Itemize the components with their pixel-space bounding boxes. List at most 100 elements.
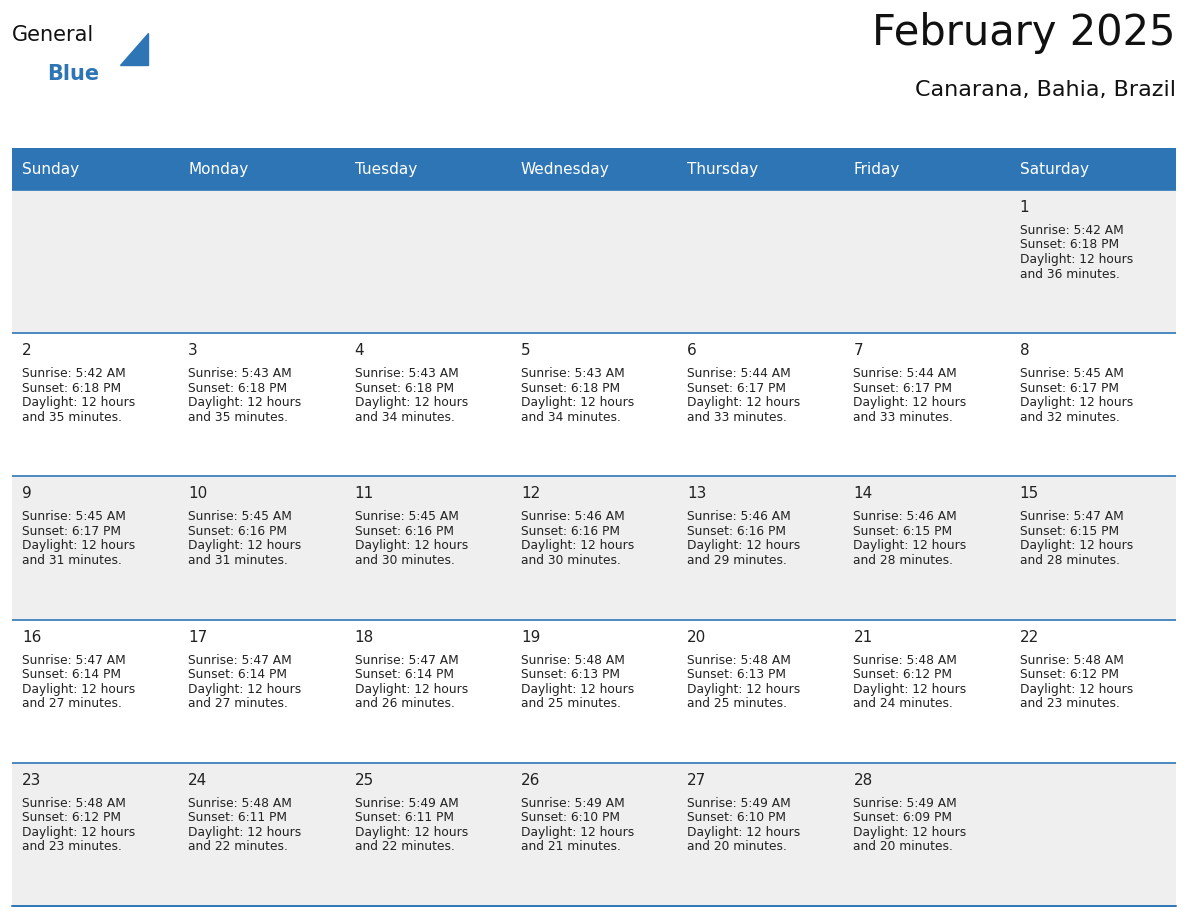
Text: 3: 3 xyxy=(188,343,198,358)
Text: 8: 8 xyxy=(1019,343,1029,358)
Text: Daylight: 12 hours: Daylight: 12 hours xyxy=(23,397,135,409)
Bar xyxy=(345,620,511,763)
Text: and 22 minutes.: and 22 minutes. xyxy=(188,840,289,854)
Bar xyxy=(511,333,677,476)
Text: Sunset: 6:16 PM: Sunset: 6:16 PM xyxy=(520,525,620,538)
Text: Daylight: 12 hours: Daylight: 12 hours xyxy=(520,397,634,409)
Text: Sunset: 6:16 PM: Sunset: 6:16 PM xyxy=(354,525,454,538)
Bar xyxy=(178,190,345,333)
Text: Daylight: 12 hours: Daylight: 12 hours xyxy=(23,826,135,839)
Text: Daylight: 12 hours: Daylight: 12 hours xyxy=(23,683,135,696)
Text: Daylight: 12 hours: Daylight: 12 hours xyxy=(188,683,302,696)
Text: Sunset: 6:16 PM: Sunset: 6:16 PM xyxy=(188,525,287,538)
Text: Sunset: 6:13 PM: Sunset: 6:13 PM xyxy=(687,668,786,681)
Text: and 28 minutes.: and 28 minutes. xyxy=(1019,554,1120,567)
Text: 21: 21 xyxy=(853,630,873,644)
Text: 11: 11 xyxy=(354,487,374,501)
Text: and 25 minutes.: and 25 minutes. xyxy=(687,697,788,711)
Text: Monday: Monday xyxy=(188,162,248,176)
Text: 9: 9 xyxy=(23,487,32,501)
Bar xyxy=(843,333,1010,476)
Bar xyxy=(345,190,511,333)
Text: Sunrise: 5:45 AM: Sunrise: 5:45 AM xyxy=(188,510,292,523)
Text: Daylight: 12 hours: Daylight: 12 hours xyxy=(687,683,801,696)
Text: Daylight: 12 hours: Daylight: 12 hours xyxy=(687,540,801,553)
Bar xyxy=(12,763,178,906)
Text: Sunset: 6:10 PM: Sunset: 6:10 PM xyxy=(687,812,786,824)
Text: Blue: Blue xyxy=(48,64,99,84)
Bar xyxy=(511,763,677,906)
Text: Daylight: 12 hours: Daylight: 12 hours xyxy=(354,540,468,553)
Text: 13: 13 xyxy=(687,487,707,501)
Text: Daylight: 12 hours: Daylight: 12 hours xyxy=(687,826,801,839)
Text: Sunset: 6:18 PM: Sunset: 6:18 PM xyxy=(23,382,121,395)
Text: Sunset: 6:17 PM: Sunset: 6:17 PM xyxy=(23,525,121,538)
Bar xyxy=(345,476,511,620)
Text: Sunset: 6:12 PM: Sunset: 6:12 PM xyxy=(853,668,953,681)
Text: 27: 27 xyxy=(687,773,707,788)
Text: Sunset: 6:13 PM: Sunset: 6:13 PM xyxy=(520,668,620,681)
Bar xyxy=(511,476,677,620)
Text: Daylight: 12 hours: Daylight: 12 hours xyxy=(853,540,967,553)
Text: Sunrise: 5:46 AM: Sunrise: 5:46 AM xyxy=(520,510,625,523)
Text: Daylight: 12 hours: Daylight: 12 hours xyxy=(853,397,967,409)
Text: and 20 minutes.: and 20 minutes. xyxy=(853,840,953,854)
Text: 10: 10 xyxy=(188,487,208,501)
Text: and 31 minutes.: and 31 minutes. xyxy=(188,554,289,567)
Text: Sunrise: 5:46 AM: Sunrise: 5:46 AM xyxy=(687,510,791,523)
Text: Daylight: 12 hours: Daylight: 12 hours xyxy=(687,397,801,409)
Text: Sunset: 6:18 PM: Sunset: 6:18 PM xyxy=(520,382,620,395)
Text: 1: 1 xyxy=(1019,200,1029,215)
Text: and 36 minutes.: and 36 minutes. xyxy=(1019,267,1119,281)
Bar xyxy=(1010,190,1176,333)
Text: Sunset: 6:16 PM: Sunset: 6:16 PM xyxy=(687,525,786,538)
Text: Sunset: 6:18 PM: Sunset: 6:18 PM xyxy=(354,382,454,395)
Text: Daylight: 12 hours: Daylight: 12 hours xyxy=(188,397,302,409)
Text: and 32 minutes.: and 32 minutes. xyxy=(1019,410,1119,424)
Bar xyxy=(12,476,178,620)
Text: Sunset: 6:18 PM: Sunset: 6:18 PM xyxy=(188,382,287,395)
Text: and 24 minutes.: and 24 minutes. xyxy=(853,697,953,711)
Text: Sunrise: 5:42 AM: Sunrise: 5:42 AM xyxy=(1019,224,1124,237)
Text: Friday: Friday xyxy=(853,162,899,176)
Text: Sunset: 6:12 PM: Sunset: 6:12 PM xyxy=(23,812,121,824)
Bar xyxy=(843,620,1010,763)
Text: General: General xyxy=(12,25,94,45)
Text: Sunset: 6:17 PM: Sunset: 6:17 PM xyxy=(853,382,953,395)
Text: Sunrise: 5:43 AM: Sunrise: 5:43 AM xyxy=(354,367,459,380)
Text: 6: 6 xyxy=(687,343,697,358)
Text: and 28 minutes.: and 28 minutes. xyxy=(853,554,954,567)
Text: Sunset: 6:17 PM: Sunset: 6:17 PM xyxy=(1019,382,1119,395)
Bar xyxy=(178,476,345,620)
Bar xyxy=(843,190,1010,333)
Text: and 31 minutes.: and 31 minutes. xyxy=(23,554,122,567)
Text: 7: 7 xyxy=(853,343,862,358)
Text: Sunrise: 5:43 AM: Sunrise: 5:43 AM xyxy=(188,367,292,380)
Text: Thursday: Thursday xyxy=(687,162,758,176)
Text: Sunset: 6:11 PM: Sunset: 6:11 PM xyxy=(354,812,454,824)
Text: 17: 17 xyxy=(188,630,208,644)
Text: Sunrise: 5:48 AM: Sunrise: 5:48 AM xyxy=(23,797,126,810)
Bar xyxy=(12,148,1176,190)
Bar xyxy=(1010,333,1176,476)
Text: 4: 4 xyxy=(354,343,365,358)
Text: Canarana, Bahia, Brazil: Canarana, Bahia, Brazil xyxy=(915,80,1176,100)
Text: Wednesday: Wednesday xyxy=(520,162,609,176)
Text: Daylight: 12 hours: Daylight: 12 hours xyxy=(354,826,468,839)
Text: Sunrise: 5:47 AM: Sunrise: 5:47 AM xyxy=(188,654,292,666)
Text: Sunset: 6:14 PM: Sunset: 6:14 PM xyxy=(354,668,454,681)
Text: and 34 minutes.: and 34 minutes. xyxy=(354,410,455,424)
Text: and 23 minutes.: and 23 minutes. xyxy=(1019,697,1119,711)
Bar xyxy=(677,333,843,476)
Bar xyxy=(677,190,843,333)
Text: Daylight: 12 hours: Daylight: 12 hours xyxy=(354,397,468,409)
Bar xyxy=(12,333,178,476)
Text: Daylight: 12 hours: Daylight: 12 hours xyxy=(354,683,468,696)
Text: Daylight: 12 hours: Daylight: 12 hours xyxy=(853,683,967,696)
Text: Sunrise: 5:48 AM: Sunrise: 5:48 AM xyxy=(687,654,791,666)
Text: Daylight: 12 hours: Daylight: 12 hours xyxy=(853,826,967,839)
Text: February 2025: February 2025 xyxy=(872,12,1176,54)
Text: Sunrise: 5:45 AM: Sunrise: 5:45 AM xyxy=(1019,367,1124,380)
Text: 5: 5 xyxy=(520,343,531,358)
Bar xyxy=(1010,476,1176,620)
